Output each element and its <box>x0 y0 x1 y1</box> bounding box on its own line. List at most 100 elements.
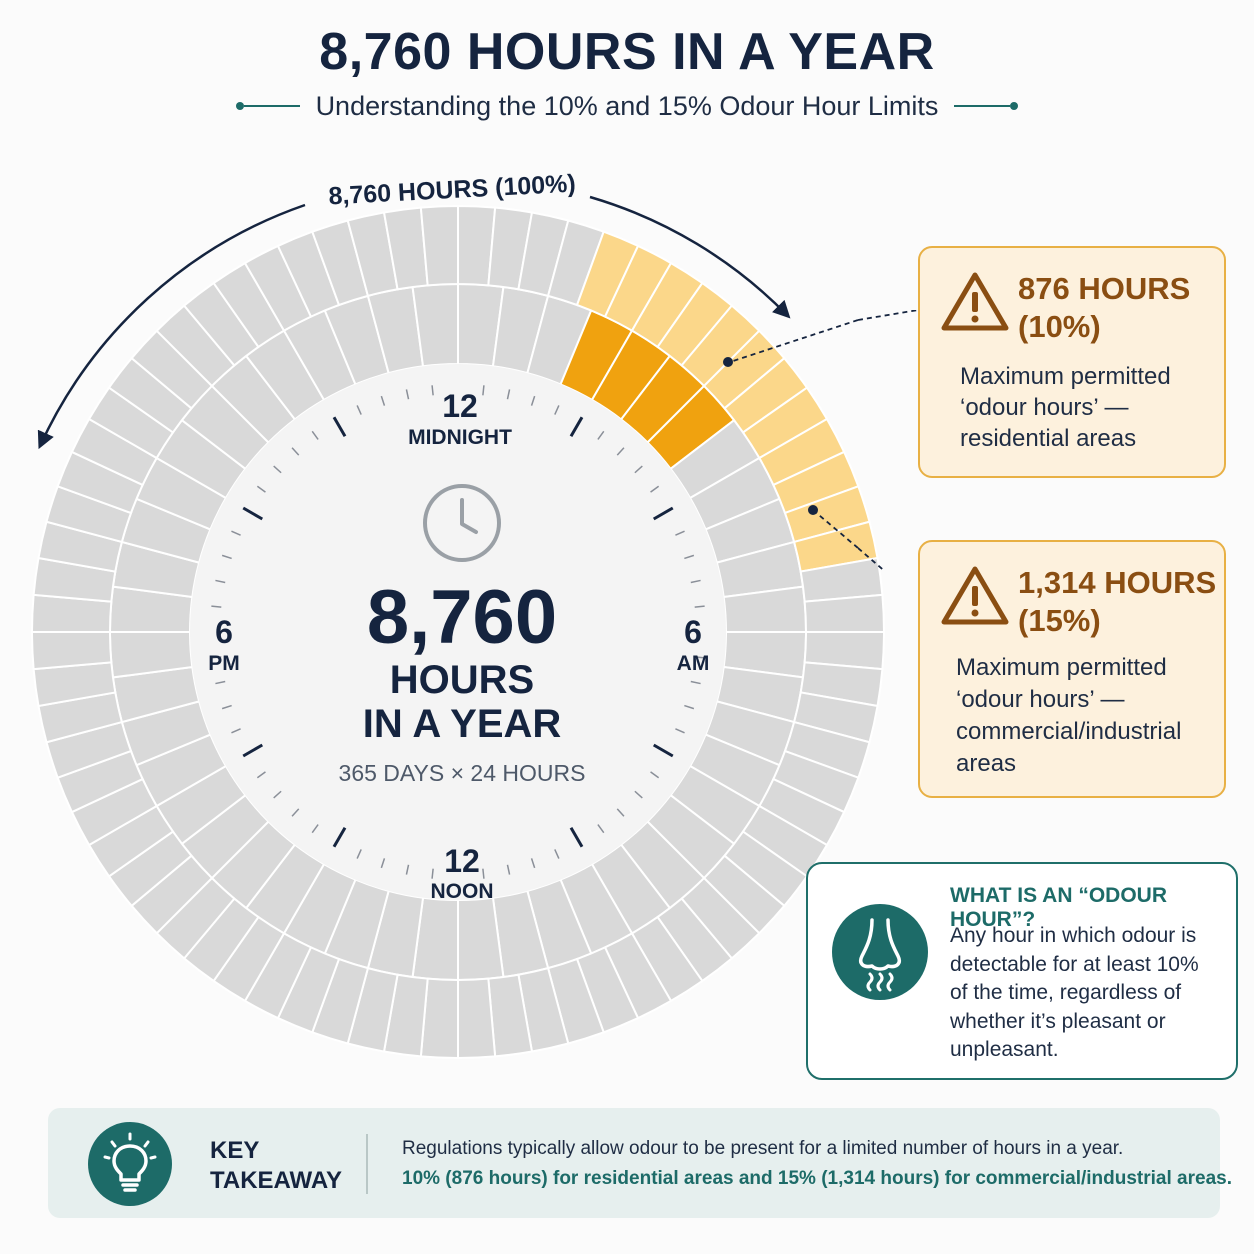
clock-tick-minor <box>597 430 605 440</box>
subtitle-row: Understanding the 10% and 15% Odour Hour… <box>0 88 1254 124</box>
connector-dot-15 <box>808 505 818 515</box>
label-pm: PM <box>208 652 240 675</box>
label-midnight: MIDNIGHT <box>408 426 512 449</box>
clock-tick-minor <box>690 680 701 685</box>
limit-card-residential: 876 HOURS (10%) Maximum permitted ‘odour… <box>918 246 1226 478</box>
clock-tick-minor <box>211 656 222 659</box>
limit-desc-15-line2: ‘odour hours’ — <box>956 686 1125 713</box>
ring-segment <box>30 631 113 671</box>
clock-tick-minor <box>380 395 386 406</box>
center-line-hours: HOURS <box>390 658 534 702</box>
clock-face <box>190 364 726 900</box>
clock-icon <box>423 484 501 562</box>
clock-tick-minor <box>380 858 386 869</box>
limit-desc-15-line3: commercial/industrial <box>956 718 1182 745</box>
clock-tick-minor <box>431 385 434 396</box>
clock-tick-minor <box>291 808 300 817</box>
warning-icon <box>941 566 1009 625</box>
center-line-year: IN A YEAR <box>363 702 562 746</box>
arc-arrow-right <box>589 195 791 319</box>
odour-desc-line: unpleasant. <box>950 1038 1059 1062</box>
warning-icon <box>941 272 1009 331</box>
label-6-right-number: 6 <box>684 614 702 650</box>
odour-desc-line: detectable for at least 10% <box>950 952 1199 976</box>
limit-desc-15-line1: Maximum permitted <box>956 654 1167 681</box>
arc-label: 8,760 HOURS (100%) <box>328 170 576 211</box>
clock-tick-minor <box>530 395 536 406</box>
clock-tick-major <box>652 506 674 521</box>
key-takeaway-panel: KEY TAKEAWAY Regulations typically allow… <box>48 1108 1232 1218</box>
connector-dot-10 <box>723 357 733 367</box>
clock-tick-minor <box>231 728 241 734</box>
limit-desc-10-line1: Maximum permitted <box>960 363 1171 390</box>
key-takeaway-divider <box>366 1134 368 1194</box>
clock-tick-minor <box>650 771 660 779</box>
clock-tick-minor <box>356 405 362 415</box>
label-12-bottom-number: 12 <box>444 843 480 879</box>
limit-card-commercial: 1,314 HOURS (15%) Maximum permitted ‘odo… <box>918 540 1226 798</box>
clock-tick-minor <box>273 790 282 799</box>
clock-tick-minor <box>684 704 695 710</box>
limit-hours-15: 1,314 HOURS <box>1018 565 1217 600</box>
key-takeaway-label-line2: TAKEAWAY <box>210 1167 343 1194</box>
clock-tick-minor <box>211 605 222 608</box>
ring-segment <box>457 977 497 1060</box>
clock-tick-major <box>242 743 264 758</box>
limit-desc-10-line3: residential areas <box>960 425 1137 452</box>
clock-tick-minor <box>650 485 660 493</box>
clock-tick-minor <box>506 389 511 400</box>
arc-arrow-left <box>37 203 306 450</box>
center-formula: 365 DAYS × 24 HOURS <box>339 760 586 786</box>
clock-tick-minor <box>634 465 643 474</box>
odour-desc-line: Any hour in which odour is <box>950 924 1197 947</box>
ring-segment <box>803 593 886 633</box>
clock-tick-minor <box>273 465 282 474</box>
clock-tick-minor <box>231 530 241 536</box>
lightbulb-badge <box>88 1122 172 1206</box>
clock-tick-minor <box>482 385 485 396</box>
clock-tick-minor <box>215 579 226 584</box>
ring-segments <box>30 204 886 1060</box>
center-big-number: 8,760 <box>367 575 557 660</box>
connector-extension <box>858 310 918 570</box>
label-6-left-number: 6 <box>215 614 233 650</box>
subtitle-divider-left <box>235 102 300 110</box>
clock-tick-minor <box>311 430 319 440</box>
clock-tick-minor <box>675 530 685 536</box>
page-subtitle: Understanding the 10% and 15% Odour Hour… <box>315 90 939 121</box>
clock-tick-minor <box>616 447 625 456</box>
odour-card-description: Any hour in which odour is detectable fo… <box>950 922 1228 1065</box>
clock-tick-minor <box>405 864 410 875</box>
clock-tick-major <box>569 416 584 438</box>
clock-tick-minor <box>690 579 701 584</box>
odour-hour-definition-card: WHAT IS AN “ODOUR HOUR”? Any hour in whi… <box>806 862 1238 1080</box>
limit-hours-10: 876 HOURS <box>1018 271 1191 306</box>
clock-tick-minor <box>684 554 695 560</box>
clock-tick-minor <box>221 704 232 710</box>
limit-percent-15: (15%) <box>1018 603 1101 638</box>
page-title: 8,760 HOURS IN A YEAR <box>319 23 935 81</box>
nose-badge <box>832 904 928 1000</box>
limit-desc-15-line4: areas <box>956 750 1017 777</box>
key-takeaway-line1: Regulations typically allow odour to be … <box>402 1138 1124 1159</box>
clock-tick-minor <box>221 554 232 560</box>
clock-tick-major <box>652 743 674 758</box>
limit-percent-10: (10%) <box>1018 309 1101 344</box>
clock-tick-minor <box>291 447 300 456</box>
key-takeaway-label-line1: KEY <box>210 1137 260 1164</box>
clock-tick-minor <box>431 868 434 879</box>
hours-wheel: 8,760 HOURS (100%) 12 MIDNIGHT 12 NOON 6… <box>30 170 886 1060</box>
connector-10 <box>729 319 859 363</box>
clock-ticks <box>211 385 705 879</box>
odour-card-title: WHAT IS AN “ODOUR HOUR”? <box>950 884 1167 931</box>
label-noon: NOON <box>431 880 494 903</box>
clock-tick-minor <box>675 728 685 734</box>
clock-tick-minor <box>530 858 536 869</box>
clock-tick-minor <box>597 824 605 834</box>
clock-tick-major <box>242 506 264 521</box>
odour-desc-line: whether it’s pleasant or <box>950 1009 1166 1033</box>
clock-tick-minor <box>694 605 705 608</box>
clock-tick-minor <box>634 790 643 799</box>
key-takeaway-line2: 10% (876 hours) for residential areas an… <box>402 1168 1232 1189</box>
limit-desc-10-line2: ‘odour hours’ — <box>960 394 1129 421</box>
